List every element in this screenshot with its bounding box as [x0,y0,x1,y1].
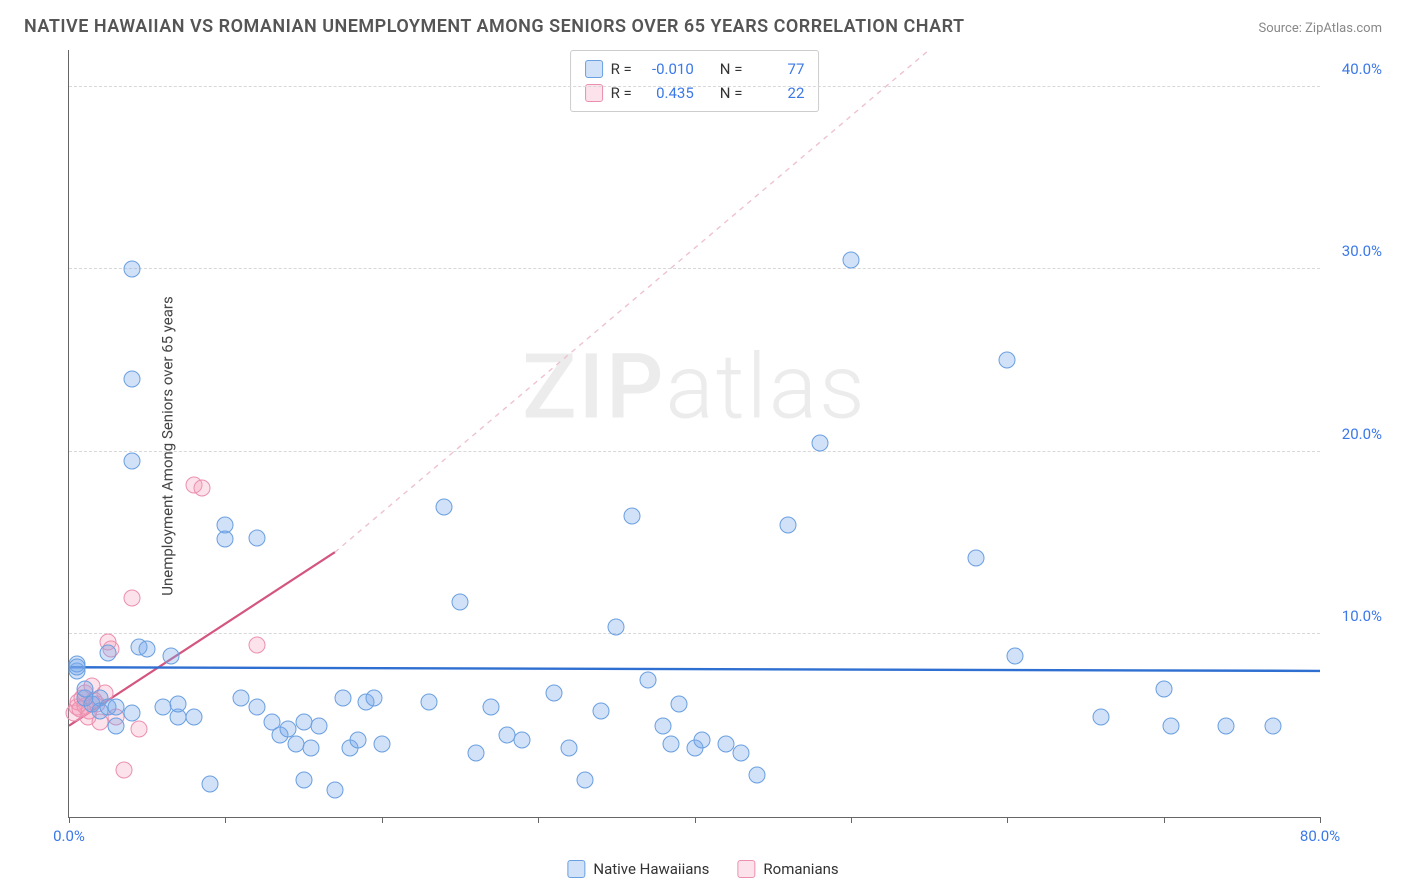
watermark: ZIPatlas [522,335,867,440]
data-point [545,684,562,701]
swatch-blue-icon [567,860,585,878]
gridline [69,451,1320,452]
data-point [842,252,859,269]
legend-item-pink: Romanians [737,860,838,878]
chart-container: Unemployment Among Seniors over 65 years… [32,50,1388,842]
data-point [670,695,687,712]
y-tick-label: 40.0% [1342,60,1382,78]
data-point [780,516,797,533]
y-tick-label: 10.0% [1342,607,1382,625]
data-point [655,717,672,734]
data-point [717,735,734,752]
data-point [420,693,437,710]
source-label: Source: ZipAtlas.com [1258,21,1382,36]
data-point [623,507,640,524]
swatch-blue-icon [585,60,603,78]
data-point [170,695,187,712]
x-tick [69,817,70,823]
data-point [295,714,312,731]
data-point [1218,717,1235,734]
bottom-legend: Native Hawaiians Romanians [567,860,838,878]
data-point [373,735,390,752]
data-point [967,549,984,566]
data-point [350,732,367,749]
data-point [100,644,117,661]
x-tick [695,817,696,823]
data-point [193,480,210,497]
data-point [201,776,218,793]
data-point [639,672,656,689]
data-point [694,732,711,749]
data-point [139,641,156,658]
data-point [123,704,140,721]
data-point [733,745,750,762]
data-point [295,772,312,789]
data-point [1093,708,1110,725]
data-point [326,781,343,798]
x-tick-label: 80.0% [1300,827,1340,845]
data-point [365,690,382,707]
swatch-pink-icon [737,860,755,878]
data-point [186,708,203,725]
data-point [131,721,148,738]
swatch-pink-icon [585,84,603,102]
data-point [1007,648,1024,665]
data-point [334,690,351,707]
x-tick [538,817,539,823]
data-point [115,761,132,778]
data-point [68,659,85,676]
data-point [154,699,171,716]
data-point [107,717,124,734]
data-point [233,690,250,707]
data-point [514,732,531,749]
gridline [69,633,1320,634]
data-point [1155,681,1172,698]
data-point [749,767,766,784]
data-point [287,735,304,752]
stats-row-blue: R = -0.010 N = 77 [585,57,805,81]
x-tick [1164,817,1165,823]
data-point [608,619,625,636]
data-point [123,452,140,469]
data-point [248,529,265,546]
data-point [162,648,179,665]
x-tick [225,817,226,823]
scatter-plot: ZIPatlas R = -0.010 N = 77 R = 0.435 N =… [68,50,1320,818]
data-point [483,699,500,716]
data-point [217,531,234,548]
data-point [123,589,140,606]
x-tick [1320,817,1321,823]
data-point [467,745,484,762]
y-tick-label: 20.0% [1342,425,1382,443]
data-point [311,717,328,734]
x-tick [851,817,852,823]
data-point [498,726,515,743]
gridline [69,268,1320,269]
legend-item-blue: Native Hawaiians [567,860,709,878]
data-point [123,370,140,387]
gridline [69,86,1320,87]
data-point [248,699,265,716]
data-point [107,699,124,716]
x-tick [382,817,383,823]
page-title: NATIVE HAWAIIAN VS ROMANIAN UNEMPLOYMENT… [24,16,965,37]
data-point [436,498,453,515]
data-point [577,772,594,789]
data-point [248,637,265,654]
stats-legend: R = -0.010 N = 77 R = 0.435 N = 22 [570,50,820,112]
data-point [123,261,140,278]
data-point [1265,717,1282,734]
data-point [561,739,578,756]
data-point [811,434,828,451]
x-tick [1007,817,1008,823]
data-point [592,703,609,720]
data-point [999,352,1016,369]
x-tick-label: 0.0% [53,827,85,845]
data-point [663,735,680,752]
y-tick-label: 30.0% [1342,242,1382,260]
data-point [451,593,468,610]
data-point [303,739,320,756]
data-point [1163,717,1180,734]
